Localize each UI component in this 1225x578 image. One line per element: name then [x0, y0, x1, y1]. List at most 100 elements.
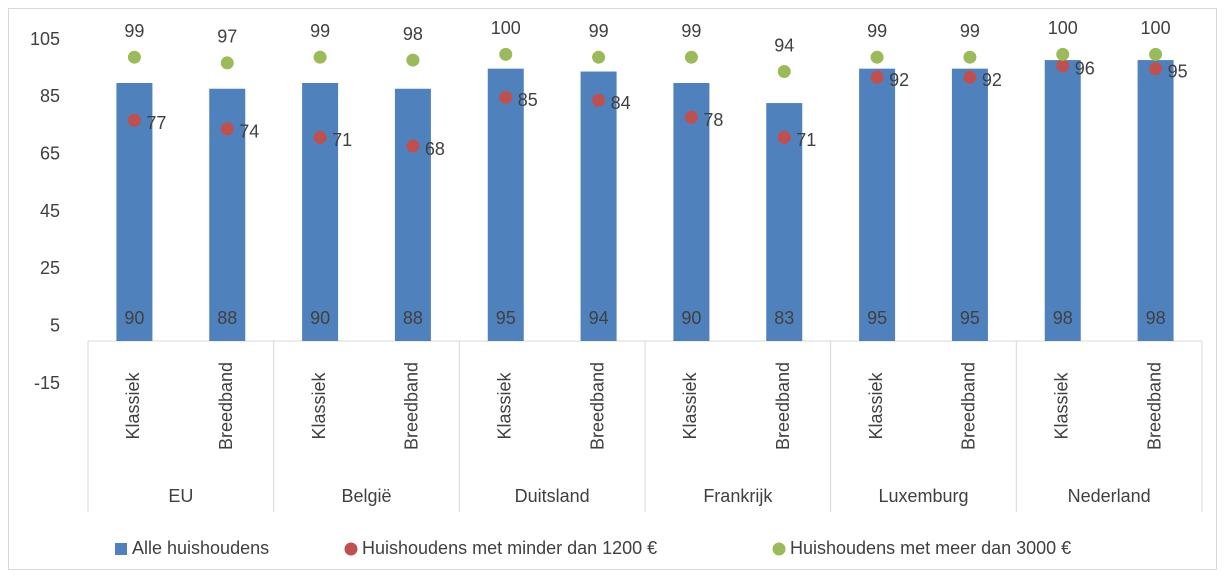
x-tick-label: Klassiek — [866, 371, 886, 439]
dot — [870, 70, 884, 84]
dot — [684, 110, 698, 124]
x-tick-label: Breedband — [1144, 362, 1164, 450]
legend-label: Alle huishoudens — [132, 538, 269, 558]
dot — [127, 113, 141, 127]
bar-value-label: 95 — [496, 308, 516, 328]
x-tick-label: Breedband — [587, 362, 607, 450]
x-tick-label: Klassiek — [495, 371, 515, 439]
y-tick-label: 25 — [40, 258, 60, 278]
x-tick-label: Klassiek — [123, 371, 143, 439]
dot — [592, 50, 606, 64]
dot-value-label: 95 — [1168, 61, 1188, 81]
bar-value-label: 83 — [774, 308, 794, 328]
dot — [963, 70, 977, 84]
dot-value-label: 85 — [518, 90, 538, 110]
bar-value-label: 90 — [681, 308, 701, 328]
dot — [1056, 47, 1070, 61]
dot-value-label: 97 — [217, 27, 237, 47]
bar-value-label: 90 — [124, 308, 144, 328]
dot-value-label: 99 — [681, 21, 701, 41]
group-label: Luxemburg — [878, 486, 968, 506]
y-tick-label: 85 — [40, 86, 60, 106]
dot-value-label: 92 — [889, 70, 909, 90]
dot-value-label: 94 — [774, 35, 794, 55]
bar-value-label: 88 — [217, 308, 237, 328]
dot-value-label: 77 — [146, 113, 166, 133]
x-tick-label: Klassiek — [1052, 371, 1072, 439]
bar — [580, 71, 617, 342]
dot — [499, 47, 513, 61]
dot — [1149, 62, 1163, 76]
dot-value-label: 84 — [611, 93, 631, 113]
dot-value-label: 92 — [982, 70, 1002, 90]
y-tick-label: 45 — [40, 201, 60, 221]
dot — [220, 122, 234, 136]
x-tick-label: Breedband — [773, 362, 793, 450]
bar-value-label: 95 — [867, 308, 887, 328]
dot-value-label: 99 — [589, 21, 609, 41]
dot — [220, 56, 234, 70]
bar — [951, 68, 988, 342]
legend-swatch — [115, 543, 127, 555]
group-label: Duitsland — [515, 486, 590, 506]
dot — [870, 50, 884, 64]
dot — [684, 50, 698, 64]
dot — [963, 50, 977, 64]
x-tick-label: Breedband — [216, 362, 236, 450]
bar — [673, 83, 710, 341]
dot-value-label: 100 — [1048, 18, 1078, 38]
y-tick-label: 5 — [50, 315, 60, 335]
bar-value-label: 98 — [1146, 308, 1166, 328]
dot-value-label: 71 — [796, 130, 816, 150]
dot-value-label: 71 — [332, 130, 352, 150]
dot — [499, 90, 513, 104]
y-tick-label: 65 — [40, 143, 60, 163]
legend-swatch — [772, 542, 786, 556]
dot-value-label: 98 — [403, 24, 423, 44]
dot-value-label: 99 — [310, 21, 330, 41]
legend-swatch — [344, 542, 358, 556]
dot-value-label: 74 — [239, 122, 259, 142]
legend-label: Huishoudens met minder dan 1200 € — [362, 538, 657, 558]
dot — [777, 65, 791, 79]
dot-value-label: 68 — [425, 139, 445, 159]
dot — [406, 139, 420, 153]
bar — [859, 68, 896, 342]
dot — [1149, 47, 1163, 61]
bar-value-label: 94 — [589, 308, 609, 328]
x-tick-label: Breedband — [959, 362, 979, 450]
bar-value-label: 95 — [960, 308, 980, 328]
dot-value-label: 99 — [960, 21, 980, 41]
dot — [313, 130, 327, 144]
y-tick-label: -15 — [34, 373, 60, 393]
x-tick-label: Klassiek — [309, 371, 329, 439]
dot-value-label: 100 — [1141, 18, 1171, 38]
dot-value-label: 96 — [1075, 59, 1095, 79]
dot-value-label: 100 — [491, 18, 521, 38]
dot — [1056, 59, 1070, 73]
bar — [487, 68, 524, 342]
dot-value-label: 78 — [703, 110, 723, 130]
dot — [777, 130, 791, 144]
group-label: EU — [168, 486, 193, 506]
y-tick-label: 105 — [30, 29, 60, 49]
dot-value-label: 99 — [124, 21, 144, 41]
bar-value-label: 90 — [310, 308, 330, 328]
dot-value-label: 99 — [867, 21, 887, 41]
x-tick-label: Breedband — [402, 362, 422, 450]
bar — [302, 83, 339, 341]
bar — [1137, 60, 1174, 342]
dot — [592, 93, 606, 107]
bar — [394, 88, 431, 341]
dot — [127, 50, 141, 64]
group-label: België — [341, 486, 391, 506]
dot — [313, 50, 327, 64]
bar-value-label: 98 — [1053, 308, 1073, 328]
bar — [1044, 60, 1081, 342]
x-tick-label: Klassiek — [680, 371, 700, 439]
group-label: Frankrijk — [703, 486, 773, 506]
group-label: Nederland — [1068, 486, 1151, 506]
dot — [406, 53, 420, 67]
